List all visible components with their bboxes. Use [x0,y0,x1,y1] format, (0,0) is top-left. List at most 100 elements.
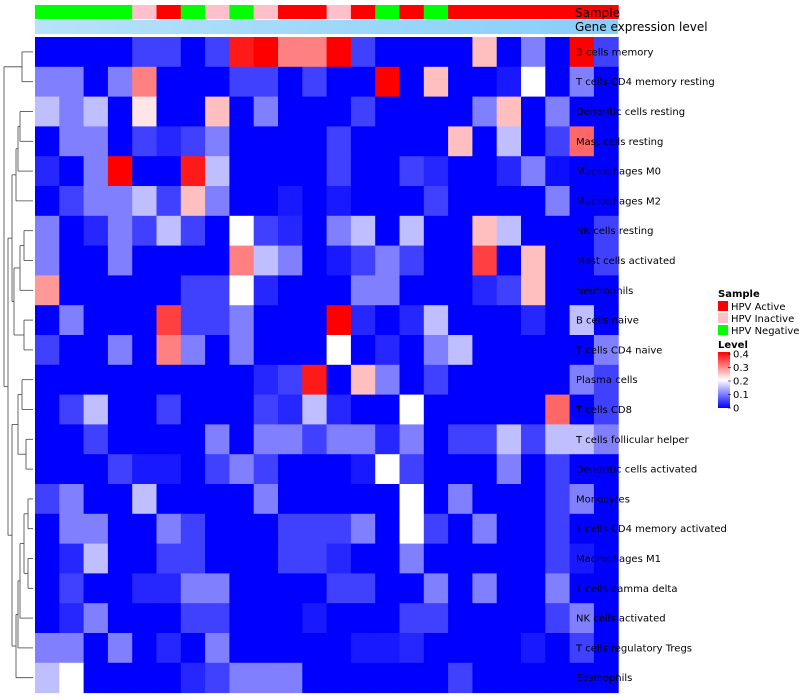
heatmap-cell [569,573,595,604]
heatmap-cell [472,186,498,217]
heatmap-cell [229,603,255,634]
heatmap-cell [278,37,303,68]
heatmap-cell [278,513,303,545]
heatmap-cell [521,484,546,515]
heatmap-cell [229,543,255,574]
heatmap-cell [229,454,255,485]
heatmap-cell [229,305,255,336]
heatmap-cell [180,364,206,396]
heatmap-cell [205,394,230,425]
sample-annotation-cell [253,5,279,19]
heatmap-cell [302,603,328,634]
heatmap-cell [229,513,255,545]
heatmap-cell [35,513,60,545]
heatmap-cell [472,633,498,664]
sample-annotation-cell [35,5,60,19]
heatmap-cell [375,37,400,68]
heatmap-cell [229,37,255,68]
heatmap-cell [448,335,473,366]
heatmap-cell [278,96,303,127]
heatmap-cell [399,573,425,604]
row-label: NK cells activated [576,614,666,625]
row-dendrogram [3,51,33,679]
heatmap-cell [496,126,522,157]
heatmap-cell [350,394,376,425]
heatmap-cell [350,454,376,485]
heatmap-cell [35,394,60,425]
heatmap-cell [545,662,571,694]
heatmap-cell [205,126,230,157]
heatmap-cell [423,305,449,336]
heatmap-cell [593,573,619,604]
heatmap-cell [156,424,182,455]
heatmap-cell [59,66,85,98]
heatmap-cell [448,96,473,127]
heatmap-cell [399,186,425,217]
sample-annotation-cell [278,5,303,19]
heatmap-cell [156,454,182,485]
heatmap-cell [399,96,425,127]
heatmap-cell [229,245,255,276]
heatmap-cell [132,37,157,68]
heatmap-cell [569,424,595,455]
sample-legend-title: Sample [718,289,760,300]
heatmap-cell [229,394,255,425]
heatmap-cell [59,37,85,68]
heatmap-cell [59,275,85,306]
legend-swatch-negative [718,325,728,335]
legend-swatch-active [718,301,728,311]
heatmap-cell [205,484,230,515]
heatmap-cell [423,245,449,276]
heatmap-cell [448,424,473,455]
heatmap-cell [205,186,230,217]
heatmap-cell [132,662,157,694]
sample-annotation-cell [448,5,473,19]
heatmap-cell [569,66,595,98]
heatmap-cell [205,603,230,634]
heatmap-cell [326,543,352,574]
heatmap-cell [205,305,230,336]
heatmap-cell [326,126,352,157]
heatmap-cell [496,543,522,574]
heatmap-cell [593,126,619,157]
heatmap-cells [35,37,619,694]
heatmap-cell [496,603,522,634]
sample-annotation-cell [229,5,255,19]
heatmap-cell [156,66,182,98]
heatmap-cell [132,66,157,98]
heatmap-cell [496,454,522,485]
heatmap-cell [59,573,85,604]
heatmap-cell [59,543,85,574]
level-legend: Level 0.4 0.3 0.2 0.1 0 [718,340,749,415]
heatmap-cell [545,215,571,247]
heatmap-cell [350,603,376,634]
heatmap-cell [107,215,133,247]
heatmap-cell [472,245,498,276]
level-colorbar [718,352,730,408]
heatmap-cell [278,573,303,604]
heatmap-cell [302,454,328,485]
heatmap-cell [156,215,182,247]
heatmap-cell [593,245,619,276]
row-labels: B cells memory T cells CD4 memory resting… [575,47,727,684]
heatmap-cell [350,305,376,336]
row-label: Mast cells resting [576,137,663,148]
level-tick-label: 0 [733,404,739,415]
heatmap-cell [107,245,133,276]
heatmap-cell [229,126,255,157]
row-label: Macrophages M1 [576,554,661,565]
heatmap-cell [278,245,303,276]
heatmap-cell [35,603,60,634]
heatmap-cell [35,66,60,98]
heatmap-cell [375,186,400,217]
heatmap-cell [156,245,182,276]
heatmap-cell [156,513,182,545]
heatmap-cell [253,186,279,217]
sample-annotation-cell [399,5,425,19]
heatmap-cell [350,96,376,127]
row-label: T cells follicular helper [575,435,690,446]
heatmap-cell [35,126,60,157]
level-tick-label: 0.3 [733,363,749,374]
heatmap-cell [448,573,473,604]
heatmap-cell [35,633,60,664]
